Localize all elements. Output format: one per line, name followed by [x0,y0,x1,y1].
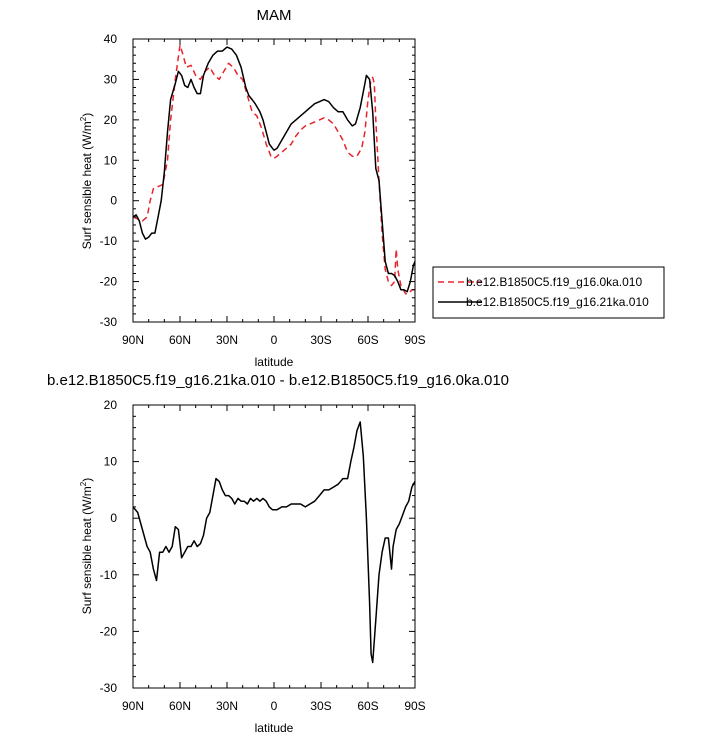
x-tick-label: 90N [122,333,144,347]
y-tick-label: 20 [104,113,118,127]
y-tick-label: -10 [100,234,118,248]
x-tick-label: 30N [216,333,238,347]
x-axis-label: latitude [255,721,294,735]
y-tick-label: 10 [104,153,118,167]
chart-panel-bottom: b.e12.B1850C5.f19_g16.21ka.010 - b.e12.B… [47,372,509,735]
y-tick-label: 40 [104,32,118,46]
x-tick-label: 90S [404,333,425,347]
legend-box [432,266,665,319]
y-axis-label: Surf sensible heat (W/m2) [79,113,94,250]
x-tick-label: 30S [310,699,331,713]
legend-label-21ka: b.e12.B1850C5.f19_g16.21ka.010 [466,295,649,309]
y-tick-label: 10 [104,455,118,469]
x-tick-label: 30N [216,699,238,713]
x-tick-label: 60N [169,699,191,713]
y-tick-label: 30 [104,72,118,86]
y-tick-label: -10 [100,568,118,582]
chart-title: b.e12.B1850C5.f19_g16.21ka.010 - b.e12.B… [47,372,509,389]
y-tick-label: 0 [110,194,117,208]
y-tick-label: 0 [110,511,117,525]
series-line [132,421,416,664]
x-tick-label: 60N [169,333,191,347]
y-tick-label: -20 [100,275,118,289]
y-axis-label: Surf sensible heat (W/m2) [79,478,94,615]
x-tick-label: 0 [271,333,278,347]
chart-panel-top: MAM 90N 60N 30N 0 30S 60S 90S -30 -20 -10 0 10 20 30 4… [79,7,426,369]
x-axis-label: latitude [255,355,294,369]
x-tick-label: 60S [357,333,378,347]
x-tick-label: 30S [310,333,331,347]
x-tick-label: 0 [271,699,278,713]
plot-frame [132,404,416,689]
x-tick-label: 90N [122,699,144,713]
x-tick-label: 90S [404,699,425,713]
y-tick-label: -30 [100,315,118,329]
chart-title: MAM [257,7,292,24]
series-line [132,46,416,293]
legend-label-0ka: b.e12.B1850C5.f19_g16.0ka.010 [466,275,642,289]
legend: b.e12.B1850C5.f19_g16.0ka.010 b.e12.B185… [432,266,665,319]
y-tick-label: 20 [104,398,118,412]
y-tick-label: -20 [100,624,118,638]
y-tick-label: -30 [100,681,118,695]
x-tick-label: 60S [357,699,378,713]
